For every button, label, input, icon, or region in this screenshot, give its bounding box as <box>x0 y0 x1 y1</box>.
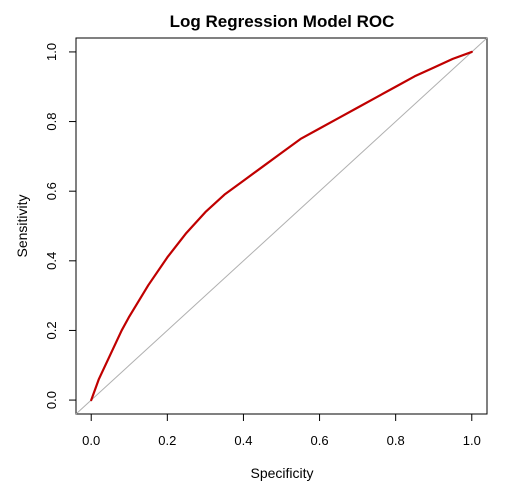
x-tick-label: 0.8 <box>387 433 405 448</box>
y-tick-label: 0.8 <box>44 113 59 131</box>
x-tick-label: 1.0 <box>463 433 481 448</box>
y-axis-label: Sensitivity <box>14 194 30 257</box>
reference-line <box>75 37 488 415</box>
y-tick-label: 0.0 <box>44 391 59 409</box>
y-tick-label: 0.2 <box>44 321 59 339</box>
y-tick-label: 1.0 <box>44 43 59 61</box>
x-tick-label: 0.0 <box>82 433 100 448</box>
x-tick-label: 0.6 <box>311 433 329 448</box>
x-axis: 0.0 0.2 0.4 0.6 0.8 1.0 <box>82 413 481 448</box>
x-tick-label: 0.4 <box>234 433 252 448</box>
roc-curve <box>90 50 473 402</box>
y-tick-label: 0.6 <box>44 182 59 200</box>
x-tick-label: 0.2 <box>158 433 176 448</box>
reference-diagonal-line <box>75 37 488 415</box>
x-axis-label: Specificity <box>250 465 313 481</box>
y-axis: 0.0 0.2 0.4 0.6 0.8 1.0 <box>44 43 77 409</box>
y-tick-label: 0.4 <box>44 252 59 270</box>
series-line-0 <box>90 50 473 402</box>
chart-title: Log Regression Model ROC <box>170 12 395 31</box>
